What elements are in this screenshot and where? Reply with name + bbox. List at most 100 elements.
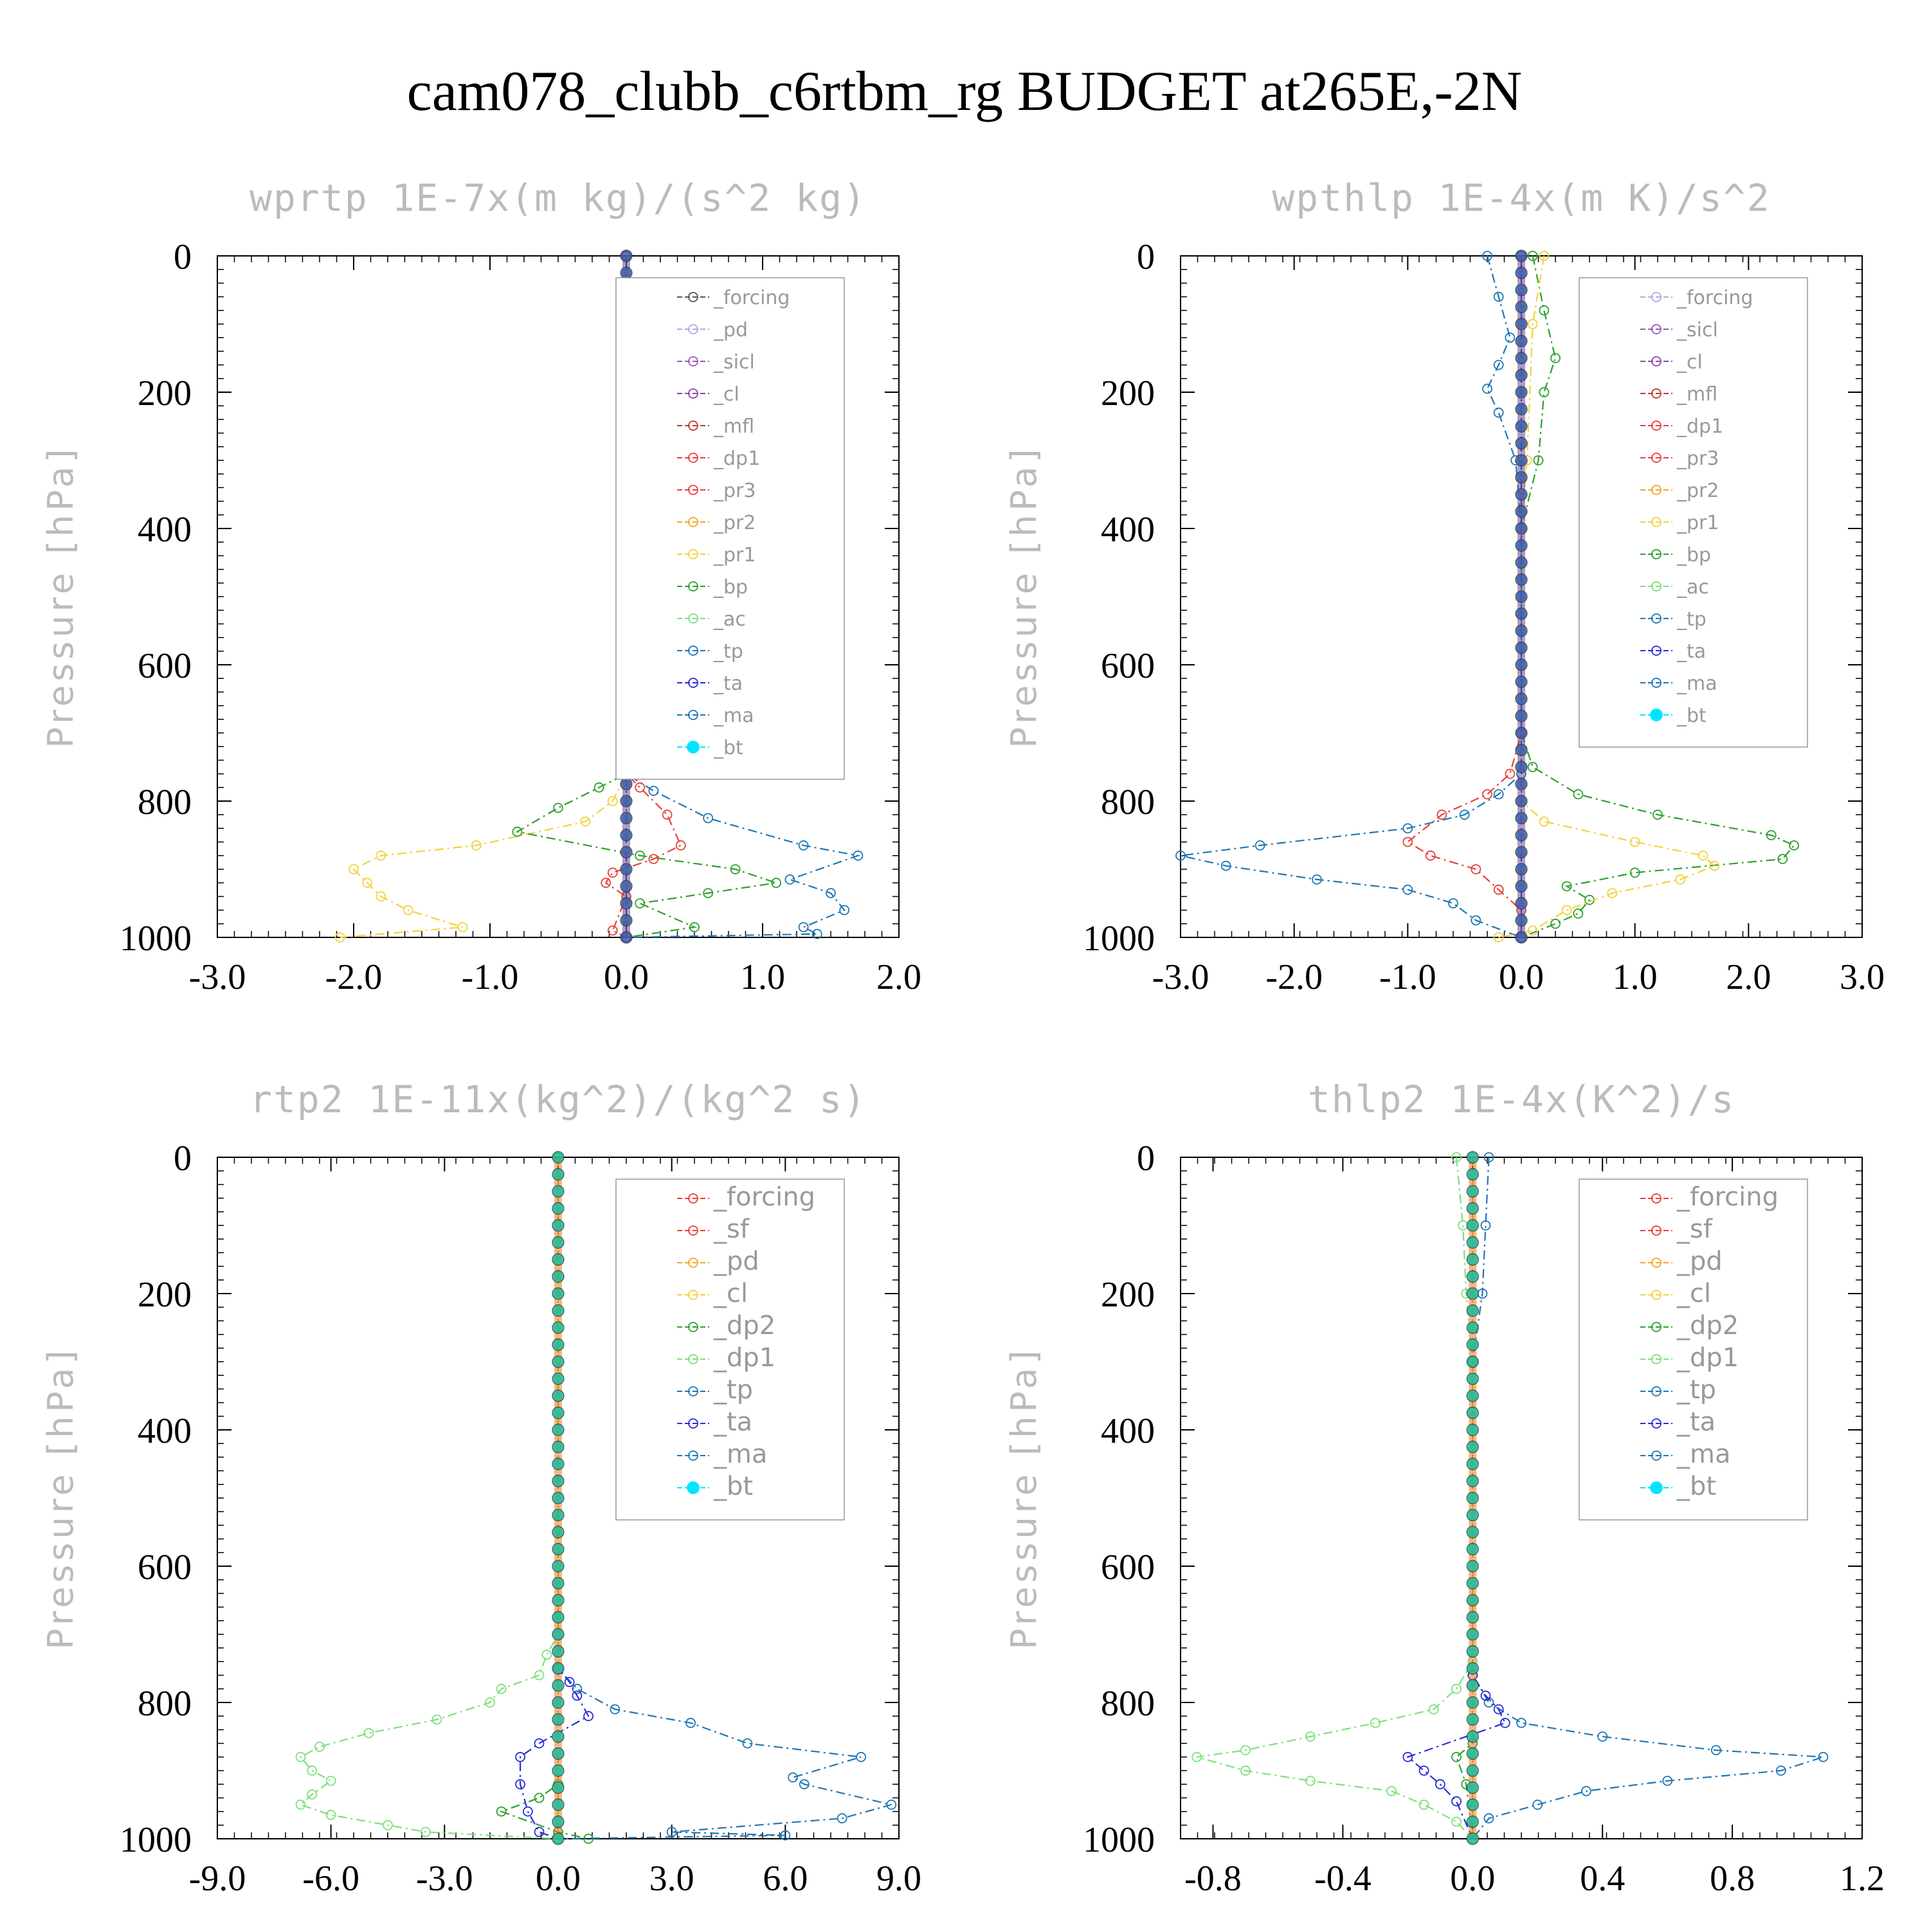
legend-box <box>615 277 845 780</box>
zero-column-marker <box>1466 1679 1479 1692</box>
zero-column-marker <box>1515 863 1528 876</box>
zero-column-marker <box>1515 624 1528 637</box>
y-tick-label: 200 <box>1101 1275 1155 1315</box>
x-tick-label: -0.4 <box>1314 1859 1372 1899</box>
series-point-pr3 <box>675 840 686 851</box>
zero-column-marker <box>552 1406 565 1420</box>
zero-column-marker <box>552 1185 565 1198</box>
legend-swatch-marker <box>1651 678 1662 688</box>
y-tick-label: 1000 <box>120 919 192 959</box>
zero-column-marker <box>552 1713 565 1726</box>
series-point-dp1 <box>314 1741 325 1752</box>
legend-entry: _dp2 <box>1676 1311 1739 1341</box>
series-point-tp <box>798 922 809 932</box>
zero-column-marker <box>552 1440 565 1454</box>
legend-entry: _dp1 <box>713 1343 775 1373</box>
series-point-tp <box>1175 850 1186 861</box>
series-point-pr1 <box>1675 874 1686 885</box>
y-tick-label: 1000 <box>1083 1820 1155 1860</box>
y-tick-label: 600 <box>1101 1548 1155 1587</box>
zero-column-marker <box>552 1372 565 1386</box>
zero-column-marker <box>1466 1389 1479 1402</box>
zero-column-marker <box>1466 1645 1479 1658</box>
series-point-tp <box>1493 789 1504 800</box>
series-point-tp <box>666 1827 677 1837</box>
zero-column-marker <box>552 1474 565 1488</box>
series-point-tp <box>685 1717 696 1728</box>
y-tick-label: 0 <box>1137 1139 1155 1178</box>
series-point-ta <box>1402 1751 1413 1762</box>
series-point-ta <box>1493 1704 1504 1715</box>
legend-swatch-marker <box>1651 420 1662 431</box>
legend-swatch-marker <box>1651 1225 1662 1236</box>
zero-column-marker <box>1515 845 1528 859</box>
zero-column-marker <box>1466 1696 1479 1709</box>
series-point-bp <box>1777 854 1788 864</box>
zero-column-marker <box>1515 590 1528 603</box>
series-point-tp <box>1710 1745 1721 1756</box>
series-point-dp1 <box>431 1714 442 1725</box>
zero-column-marker <box>1515 488 1528 501</box>
series-point-tp <box>1482 251 1492 261</box>
series-point-bp <box>635 850 646 861</box>
series-point-bp <box>1550 918 1561 929</box>
legend-entry: _ma <box>713 705 754 727</box>
zero-column-marker <box>552 1253 565 1266</box>
legend-entry: _pr3 <box>713 480 756 502</box>
series-point-bp <box>1653 809 1663 820</box>
zero-column-marker <box>1515 675 1528 689</box>
series-point-tp <box>1483 1813 1494 1824</box>
x-tick-label: 0.0 <box>536 1859 581 1899</box>
legend-entry: _pr1 <box>1676 512 1719 534</box>
zero-column-marker <box>1515 658 1528 671</box>
series-point-bp <box>553 802 563 813</box>
series-point-tp <box>1597 1731 1608 1742</box>
series-point-ta <box>564 1677 575 1688</box>
x-tick-label: -3.0 <box>1152 957 1209 997</box>
series-point-dp1 <box>1451 1152 1462 1162</box>
legend-entry: _bt <box>1676 1472 1716 1501</box>
series-point-dp1 <box>1418 1800 1429 1810</box>
series-point-ta <box>522 1806 533 1817</box>
zero-column-marker <box>552 1815 565 1828</box>
series-line-ta <box>1406 1157 1507 1839</box>
zero-column-marker <box>1466 1576 1479 1590</box>
zero-column-marker <box>1466 1662 1479 1675</box>
legend-entry: _bt <box>713 737 743 759</box>
series-point-dp1 <box>1451 1683 1462 1694</box>
x-tick-label: 3.0 <box>649 1859 694 1899</box>
series-point-tp <box>648 786 659 796</box>
x-tick-label: -2.0 <box>325 957 383 997</box>
legend-entry: _cl <box>713 1279 748 1308</box>
zero-column-marker <box>1466 1560 1479 1573</box>
legend-entry: _forcing <box>1676 287 1753 309</box>
series-point-bp <box>1527 762 1538 772</box>
legend-entry: _cl <box>1676 351 1703 374</box>
zero-column-marker <box>1515 692 1528 705</box>
series-point-pr1 <box>349 864 359 874</box>
series-point-pr3 <box>1402 836 1413 847</box>
series-point-pr1 <box>1527 925 1538 936</box>
legend-entry: _pr2 <box>713 512 756 534</box>
figure-title: cam078_clubb_c6rtbm_rg BUDGET at265E,-2N <box>406 60 1523 123</box>
series-point-tp <box>1581 1785 1591 1796</box>
zero-column-marker <box>620 777 633 791</box>
series-point-bp <box>1533 455 1544 465</box>
legend-swatch-marker <box>1651 324 1662 334</box>
zero-column-marker <box>552 1576 565 1590</box>
series-point-ta <box>1499 1717 1510 1728</box>
series-point-dp1 <box>307 1789 318 1800</box>
series-point-tp <box>856 1751 867 1762</box>
series-point-pr3 <box>1425 850 1436 861</box>
series-point-dp1 <box>1451 1816 1462 1827</box>
x-tick-label: -0.8 <box>1184 1859 1242 1899</box>
zero-column-marker <box>1515 914 1528 927</box>
x-tick-label: -9.0 <box>189 1859 246 1899</box>
zero-column-marker <box>1466 1304 1479 1317</box>
legend-entry: _ta <box>1676 640 1706 663</box>
zero-column-marker <box>1466 1781 1479 1794</box>
x-tick-label: 1.2 <box>1840 1859 1885 1899</box>
zero-column-marker <box>552 1423 565 1436</box>
zero-column-marker <box>1466 1202 1479 1215</box>
series-point-dp1 <box>1191 1751 1202 1762</box>
